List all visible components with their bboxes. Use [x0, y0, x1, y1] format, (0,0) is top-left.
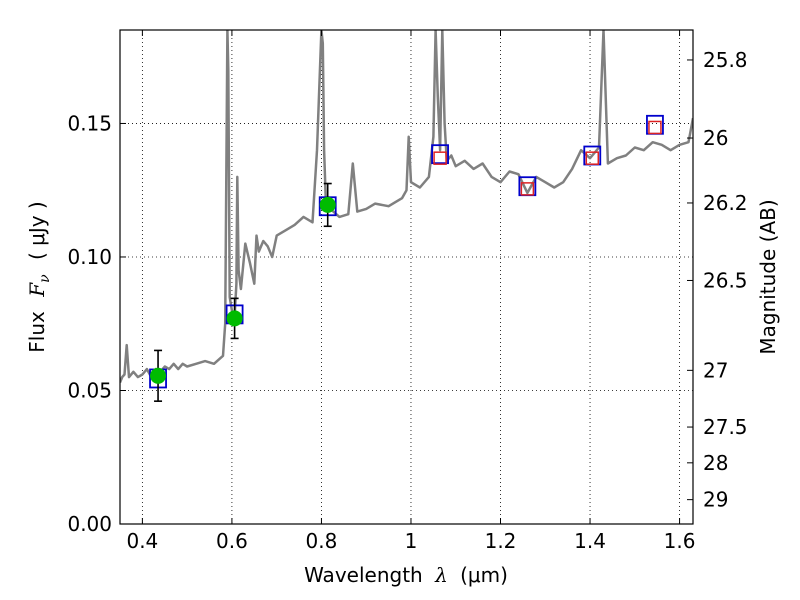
x-axis-label: Wavelength λ (μm) — [304, 563, 508, 587]
x-tick-label: 1.2 — [485, 529, 517, 553]
y2-tick-label: 26.5 — [703, 268, 748, 292]
x-axis-label-symbol: λ — [434, 563, 448, 587]
y-tick-label: 0.15 — [67, 111, 112, 135]
y-axis-label-subscript: ν — [37, 274, 53, 283]
photometry-point — [319, 196, 336, 213]
plot-frame — [119, 29, 694, 525]
y-tick-label: 0.10 — [67, 245, 112, 269]
x-tick-label: 1.4 — [574, 529, 606, 553]
axes: 0.4 0.6 0.8 1 1.2 1.4 1.6 0.00 0.05 0.10 0.15 25.8 2… — [67, 30, 748, 553]
upper-limit-box — [433, 151, 447, 165]
y2-tick-label: 29 — [703, 488, 728, 512]
model-flux-box — [431, 144, 449, 165]
upper-limit-box — [520, 182, 535, 196]
y-axis-label: Flux Fν ( μJy ) — [25, 201, 54, 352]
y2-tick-label: 25.8 — [703, 48, 748, 72]
y2-tick-label: 27.5 — [703, 415, 748, 439]
y-axis-label-unit: ( μJy ) — [25, 201, 49, 260]
y2-tick-label: 28 — [703, 451, 728, 475]
x-tick-label: 0.4 — [126, 529, 158, 553]
y2-axis-label: Magnitude (AB) — [756, 199, 780, 354]
y-axis-label-symbol: F — [25, 282, 49, 298]
upper-limit-box — [648, 120, 662, 135]
y-axis-label-text: Flux — [25, 311, 49, 353]
x-tick-label: 1 — [405, 529, 418, 553]
y2-tick-label: 27 — [703, 358, 728, 382]
x-axis-label-text: Wavelength — [304, 563, 423, 587]
x-tick-label: 1.6 — [664, 529, 696, 553]
x-tick-label: 0.8 — [306, 529, 338, 553]
plot-area — [120, 30, 693, 402]
photometry-point — [150, 367, 167, 384]
photometry-point — [226, 310, 243, 327]
y-tick-label: 0.05 — [67, 378, 112, 402]
x-tick-label: 0.6 — [216, 529, 248, 553]
y2-tick-label: 26.2 — [703, 191, 748, 215]
spectrum-line — [120, 30, 693, 383]
x-axis-label-unit: (μm) — [460, 563, 508, 587]
upper-limit-box — [585, 151, 600, 165]
y2-tick-label: 26 — [703, 126, 728, 150]
y-tick-label: 0.00 — [67, 512, 112, 536]
